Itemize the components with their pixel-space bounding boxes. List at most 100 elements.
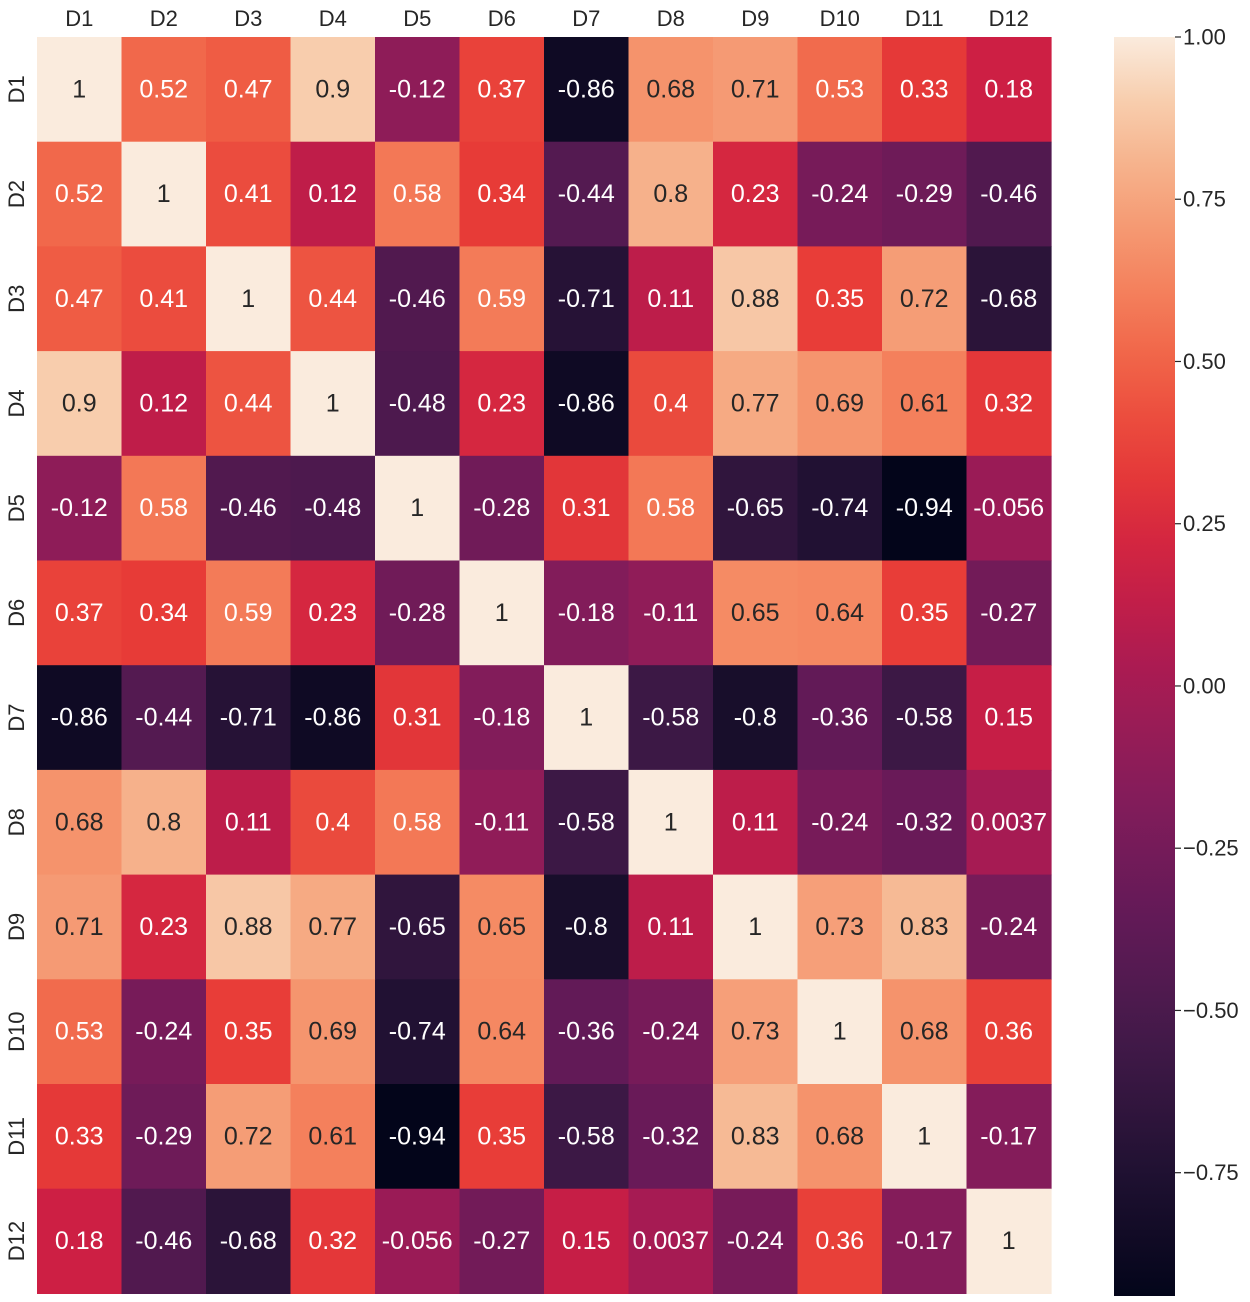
heatmap-cell-D4-D1 — [37, 351, 123, 457]
heatmap-cell-D1-D7 — [544, 37, 630, 143]
heatmap-cell-D6-D2 — [121, 560, 207, 666]
cell-label-D6-D10: 0.64 — [815, 599, 864, 627]
cell-label-D8-D12: 0.0037 — [971, 808, 1047, 836]
cell-label-D5-D3: -0.46 — [220, 494, 277, 522]
cell-label-D6-D3: 0.59 — [224, 599, 273, 627]
heatmap-cell-D5-D3 — [206, 455, 292, 562]
cell-label-D3-D8: 0.11 — [647, 285, 694, 313]
heatmap-cell-D6-D11 — [882, 560, 968, 666]
cell-label-D8-D5: 0.58 — [393, 808, 442, 836]
y-tick-label-D5: D5 — [4, 494, 29, 522]
cell-label-D4-D12: 0.32 — [984, 389, 1033, 417]
heatmap-cell-D12-D8 — [628, 1188, 714, 1294]
cell-label-D6-D5: -0.28 — [389, 599, 446, 627]
cell-label-D1-D3: 0.47 — [224, 75, 273, 103]
y-tick-label-D7: D7 — [4, 703, 29, 731]
cell-label-D2-D4: 0.12 — [308, 180, 357, 208]
cell-label-D12-D7: 0.15 — [562, 1227, 611, 1255]
cell-label-D4-D7: -0.86 — [558, 389, 615, 417]
heatmap-cell-D12-D11 — [882, 1188, 968, 1294]
x-tick-label-D9: D9 — [741, 6, 769, 31]
heatmap-cell-D2-D10 — [797, 141, 883, 247]
y-tick-label-D4: D4 — [4, 389, 29, 417]
heatmap-cell-D12-D12 — [966, 1188, 1052, 1294]
cell-label-D3-D4: 0.44 — [308, 285, 357, 313]
cell-label-D12-D3: -0.68 — [220, 1227, 277, 1255]
colorbar-tick-label: 0.50 — [1183, 349, 1226, 374]
cell-label-D2-D6: 0.34 — [477, 180, 526, 208]
heatmap-cell-D2-D5 — [375, 141, 461, 247]
y-tick-label-D3: D3 — [4, 285, 29, 313]
cell-label-D6-D1: 0.37 — [55, 599, 104, 627]
cell-label-D6-D7: -0.18 — [558, 599, 615, 627]
cell-label-D3-D10: 0.35 — [815, 285, 864, 313]
heatmap-cell-D2-D9 — [713, 141, 799, 247]
cell-label-D12-D5: -0.056 — [382, 1227, 453, 1255]
heatmap-cell-D8-D2 — [121, 769, 207, 876]
heatmap-cell-D10-D3 — [206, 979, 292, 1085]
heatmap-cell-D4-D5 — [375, 351, 461, 457]
heatmap-cell-D9-D12 — [966, 874, 1052, 980]
colorbar-gradient — [1114, 37, 1175, 1296]
heatmap-cell-D2-D11 — [882, 141, 968, 247]
cell-label-D3-D2: 0.41 — [139, 285, 188, 313]
heatmap-cell-D6-D7 — [544, 560, 630, 666]
heatmap-cell-D5-D8 — [628, 455, 714, 562]
cell-label-D7-D2: -0.44 — [135, 704, 192, 732]
cell-label-D11-D9: 0.83 — [731, 1122, 780, 1150]
cell-label-D7-D12: 0.15 — [984, 704, 1033, 732]
heatmap-cell-D7-D4 — [290, 665, 376, 771]
cell-label-D3-D12: -0.68 — [980, 285, 1037, 313]
heatmap-cell-D5-D5 — [375, 455, 461, 562]
heatmap-cell-D8-D6 — [459, 769, 545, 876]
cell-label-D9-D2: 0.23 — [139, 913, 188, 941]
cell-label-D11-D6: 0.35 — [477, 1122, 526, 1150]
heatmap-cell-D6-D1 — [37, 560, 123, 666]
colorbar-tick-label: 0.00 — [1183, 673, 1226, 698]
cell-label-D10-D2: -0.24 — [135, 1018, 192, 1046]
colorbar-tick-label: −0.75 — [1183, 1160, 1239, 1185]
cell-label-D12-D12: 1 — [1002, 1227, 1016, 1255]
cell-label-D7-D1: -0.86 — [51, 704, 108, 732]
cell-label-D5-D11: -0.94 — [896, 494, 953, 522]
cell-label-D5-D5: 1 — [410, 494, 424, 522]
heatmap-cell-D7-D2 — [121, 665, 207, 771]
cell-label-D12-D8: 0.0037 — [633, 1227, 709, 1255]
cell-label-D1-D5: -0.12 — [389, 75, 446, 103]
heatmap-cell-D1-D1 — [37, 37, 123, 143]
cell-label-D9-D6: 0.65 — [477, 913, 526, 941]
heatmap-cell-D9-D1 — [37, 874, 123, 980]
heatmap-cell-D1-D4 — [290, 37, 376, 143]
heatmap-cell-D10-D1 — [37, 979, 123, 1085]
cell-label-D6-D2: 0.34 — [139, 599, 188, 627]
cell-label-D12-D10: 0.36 — [815, 1227, 864, 1255]
y-tick-label-D12: D12 — [4, 1221, 29, 1261]
heatmap-cell-D8-D5 — [375, 769, 461, 876]
heatmap-cell-D12-D6 — [459, 1188, 545, 1294]
cell-label-D4-D9: 0.77 — [731, 389, 780, 417]
cell-label-D12-D11: -0.17 — [896, 1227, 953, 1255]
cell-label-D3-D6: 0.59 — [477, 285, 526, 313]
colorbar-tick-label: −0.50 — [1183, 998, 1239, 1023]
cell-label-D7-D7: 1 — [579, 704, 593, 732]
x-tick-label-D2: D2 — [150, 6, 178, 31]
heatmap-cell-D4-D2 — [121, 351, 207, 457]
heatmap-cell-D8-D4 — [290, 769, 376, 876]
cell-label-D8-D11: -0.32 — [896, 808, 953, 836]
heatmap-cell-D11-D12 — [966, 1084, 1052, 1190]
heatmap-cell-D8-D8 — [628, 769, 714, 876]
cell-label-D6-D12: -0.27 — [980, 599, 1037, 627]
heatmap-cell-D11-D9 — [713, 1084, 799, 1190]
cell-label-D5-D10: -0.74 — [811, 494, 868, 522]
cell-label-D4-D6: 0.23 — [477, 389, 526, 417]
heatmap-cell-D11-D1 — [37, 1084, 123, 1190]
colorbar-tick-label: −0.25 — [1183, 836, 1239, 861]
cell-label-D1-D8: 0.68 — [646, 75, 695, 103]
cell-label-D7-D3: -0.71 — [220, 704, 277, 732]
cell-label-D7-D8: -0.58 — [642, 704, 699, 732]
cell-label-D9-D8: 0.11 — [647, 913, 694, 941]
cell-label-D6-D11: 0.35 — [900, 599, 949, 627]
heatmap-cell-D12-D2 — [121, 1188, 207, 1294]
cell-label-D1-D12: 0.18 — [984, 75, 1033, 103]
heatmap-cell-D1-D2 — [121, 37, 207, 143]
